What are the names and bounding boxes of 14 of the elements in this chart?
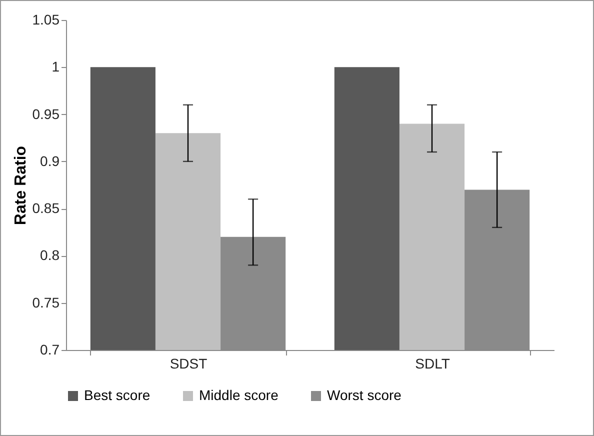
y-tick-label: 0.95 (32, 106, 60, 122)
y-tick-label: 1.05 (32, 12, 60, 28)
y-axis-title: Rate Ratio (12, 146, 30, 226)
x-tick-label: SDLT (415, 356, 450, 372)
x-tick-label: SDST (170, 356, 208, 372)
legend-label: Worst score (327, 387, 402, 403)
y-tick-label: 0.85 (32, 200, 60, 216)
legend-label: Best score (84, 387, 150, 403)
y-tick-label: 1 (52, 58, 60, 75)
y-tick-label: 0.75 (32, 294, 60, 310)
y-tick-label: 0.7 (40, 342, 60, 358)
y-tick-label: 0.9 (40, 152, 60, 169)
y-tick-label: 0.8 (40, 247, 60, 264)
legend-label: Middle score (199, 387, 279, 403)
